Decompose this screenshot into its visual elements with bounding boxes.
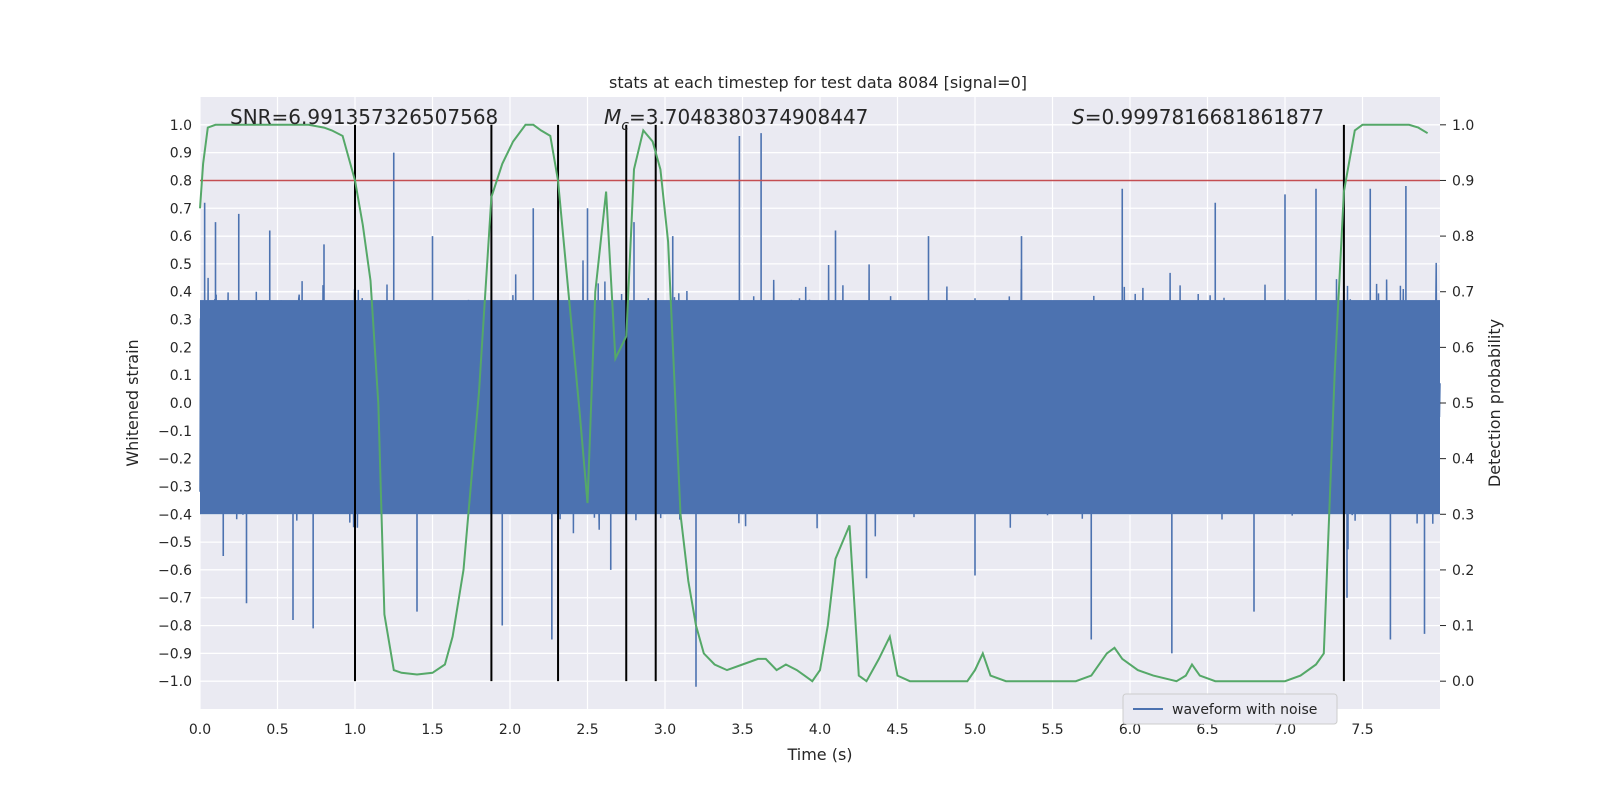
event-lines (354, 124, 1345, 682)
y-tick-label: −0.2 (158, 452, 192, 468)
y-tick-label: 1.0 (170, 118, 192, 134)
x-tick-label: 5.5 (1041, 722, 1063, 738)
snr-annotation: SNR=6.991357326507568 (230, 105, 498, 129)
x-tick-label: 3.5 (731, 722, 753, 738)
y-tick-label: 0.4 (170, 285, 192, 301)
chart-title: stats at each timestep for test data 808… (609, 73, 1027, 92)
y2-tick-label: 0.7 (1452, 285, 1474, 301)
y-tick-label: −0.7 (158, 591, 192, 607)
x-tick-label: 6.5 (1196, 722, 1218, 738)
y-tick-label: 0.7 (170, 201, 192, 217)
y-tick-label: −0.9 (158, 646, 192, 662)
s-annotation: S=0.9997816681861877 (1072, 105, 1324, 129)
y-tick-label: −0.3 (158, 479, 192, 495)
y2-tick-label: 0.6 (1452, 340, 1474, 356)
mc-subscript: c (621, 118, 629, 134)
legend-box (1122, 693, 1338, 725)
x-tick-label: 7.5 (1351, 722, 1373, 738)
x-tick-label: 4.0 (809, 722, 831, 738)
x-tick-label: 0.0 (189, 722, 211, 738)
y-tick-label: 0.1 (170, 368, 192, 384)
y-tick-label: 0.2 (170, 340, 192, 356)
y-axis-label: Whitened strain (123, 339, 142, 466)
probability-line (199, 123, 1429, 683)
x-tick-label: 2.0 (499, 722, 521, 738)
y-tick-label: 0.0 (170, 396, 192, 412)
y-tick-label: 0.5 (170, 257, 192, 273)
y2-tick-label: 0.8 (1452, 229, 1474, 245)
y-tick-label: 0.6 (170, 229, 192, 245)
x-tick-label: 3.0 (654, 722, 676, 738)
waveform-body (200, 300, 1440, 515)
mc-value: =3.7048380374908447 (629, 105, 868, 129)
y-tick-label: −0.8 (158, 619, 192, 635)
x-tick-label: 1.0 (344, 722, 366, 738)
y-tick-label: −0.5 (158, 535, 192, 551)
x-tick-label: 2.5 (576, 722, 598, 738)
y-tick-label: −0.4 (158, 507, 192, 523)
y2-axis-ticks: 0.0 0.1 0.2 0.3 0.4 0.5 0.6 0.7 0.8 0.9 1.0 (1440, 118, 1474, 690)
x-tick-label: 7.0 (1274, 722, 1296, 738)
legend-label: waveform with noise (1172, 702, 1317, 718)
mc-symbol: M (604, 105, 621, 129)
y2-tick-label: 0.1 (1452, 619, 1474, 635)
y-tick-label: −1.0 (158, 674, 192, 690)
waveform-series (199, 133, 1441, 687)
probability-series (199, 123, 1429, 683)
x-tick-label: 4.5 (886, 722, 908, 738)
y2-tick-label: 0.9 (1452, 173, 1474, 189)
x-axis-label: Time (s) (786, 745, 852, 764)
s-value: =0.9997816681861877 (1085, 105, 1324, 129)
legend: waveform with noise (1122, 693, 1338, 725)
y-tick-label: 0.3 (170, 313, 192, 329)
y2-tick-label: 0.0 (1452, 674, 1474, 690)
y2-tick-label: 0.3 (1452, 507, 1474, 523)
y-tick-label: −0.6 (158, 563, 192, 579)
y-tick-label: −0.1 (158, 424, 192, 440)
mc-annotation: Mc=3.7048380374908447 (604, 105, 868, 134)
y2-axis-label: Detection probability (1485, 319, 1504, 487)
y-tick-label: 0.9 (170, 146, 192, 162)
x-tick-label: 0.5 (266, 722, 288, 738)
x-tick-label: 6.0 (1119, 722, 1141, 738)
y2-tick-label: 0.4 (1452, 452, 1474, 468)
y2-tick-label: 1.0 (1452, 118, 1474, 134)
y2-tick-label: 0.5 (1452, 396, 1474, 412)
s-symbol: S (1072, 105, 1085, 129)
y-tick-label: 0.8 (170, 173, 192, 189)
x-tick-label: 1.5 (421, 722, 443, 738)
x-tick-label: 5.0 (964, 722, 986, 738)
y2-tick-label: 0.2 (1452, 563, 1474, 579)
y-axis-ticks: −1.0 −0.9 −0.8 −0.7 −0.6 −0.5 −0.4 −0.3 −0.2 −0.1… (158, 118, 192, 690)
x-axis-ticks: 0.0 0.5 1.0 1.5 2.0 2.5 3.0 3.5 4.0 4.5 5.0 5.5 6.0 6… (189, 722, 1374, 738)
